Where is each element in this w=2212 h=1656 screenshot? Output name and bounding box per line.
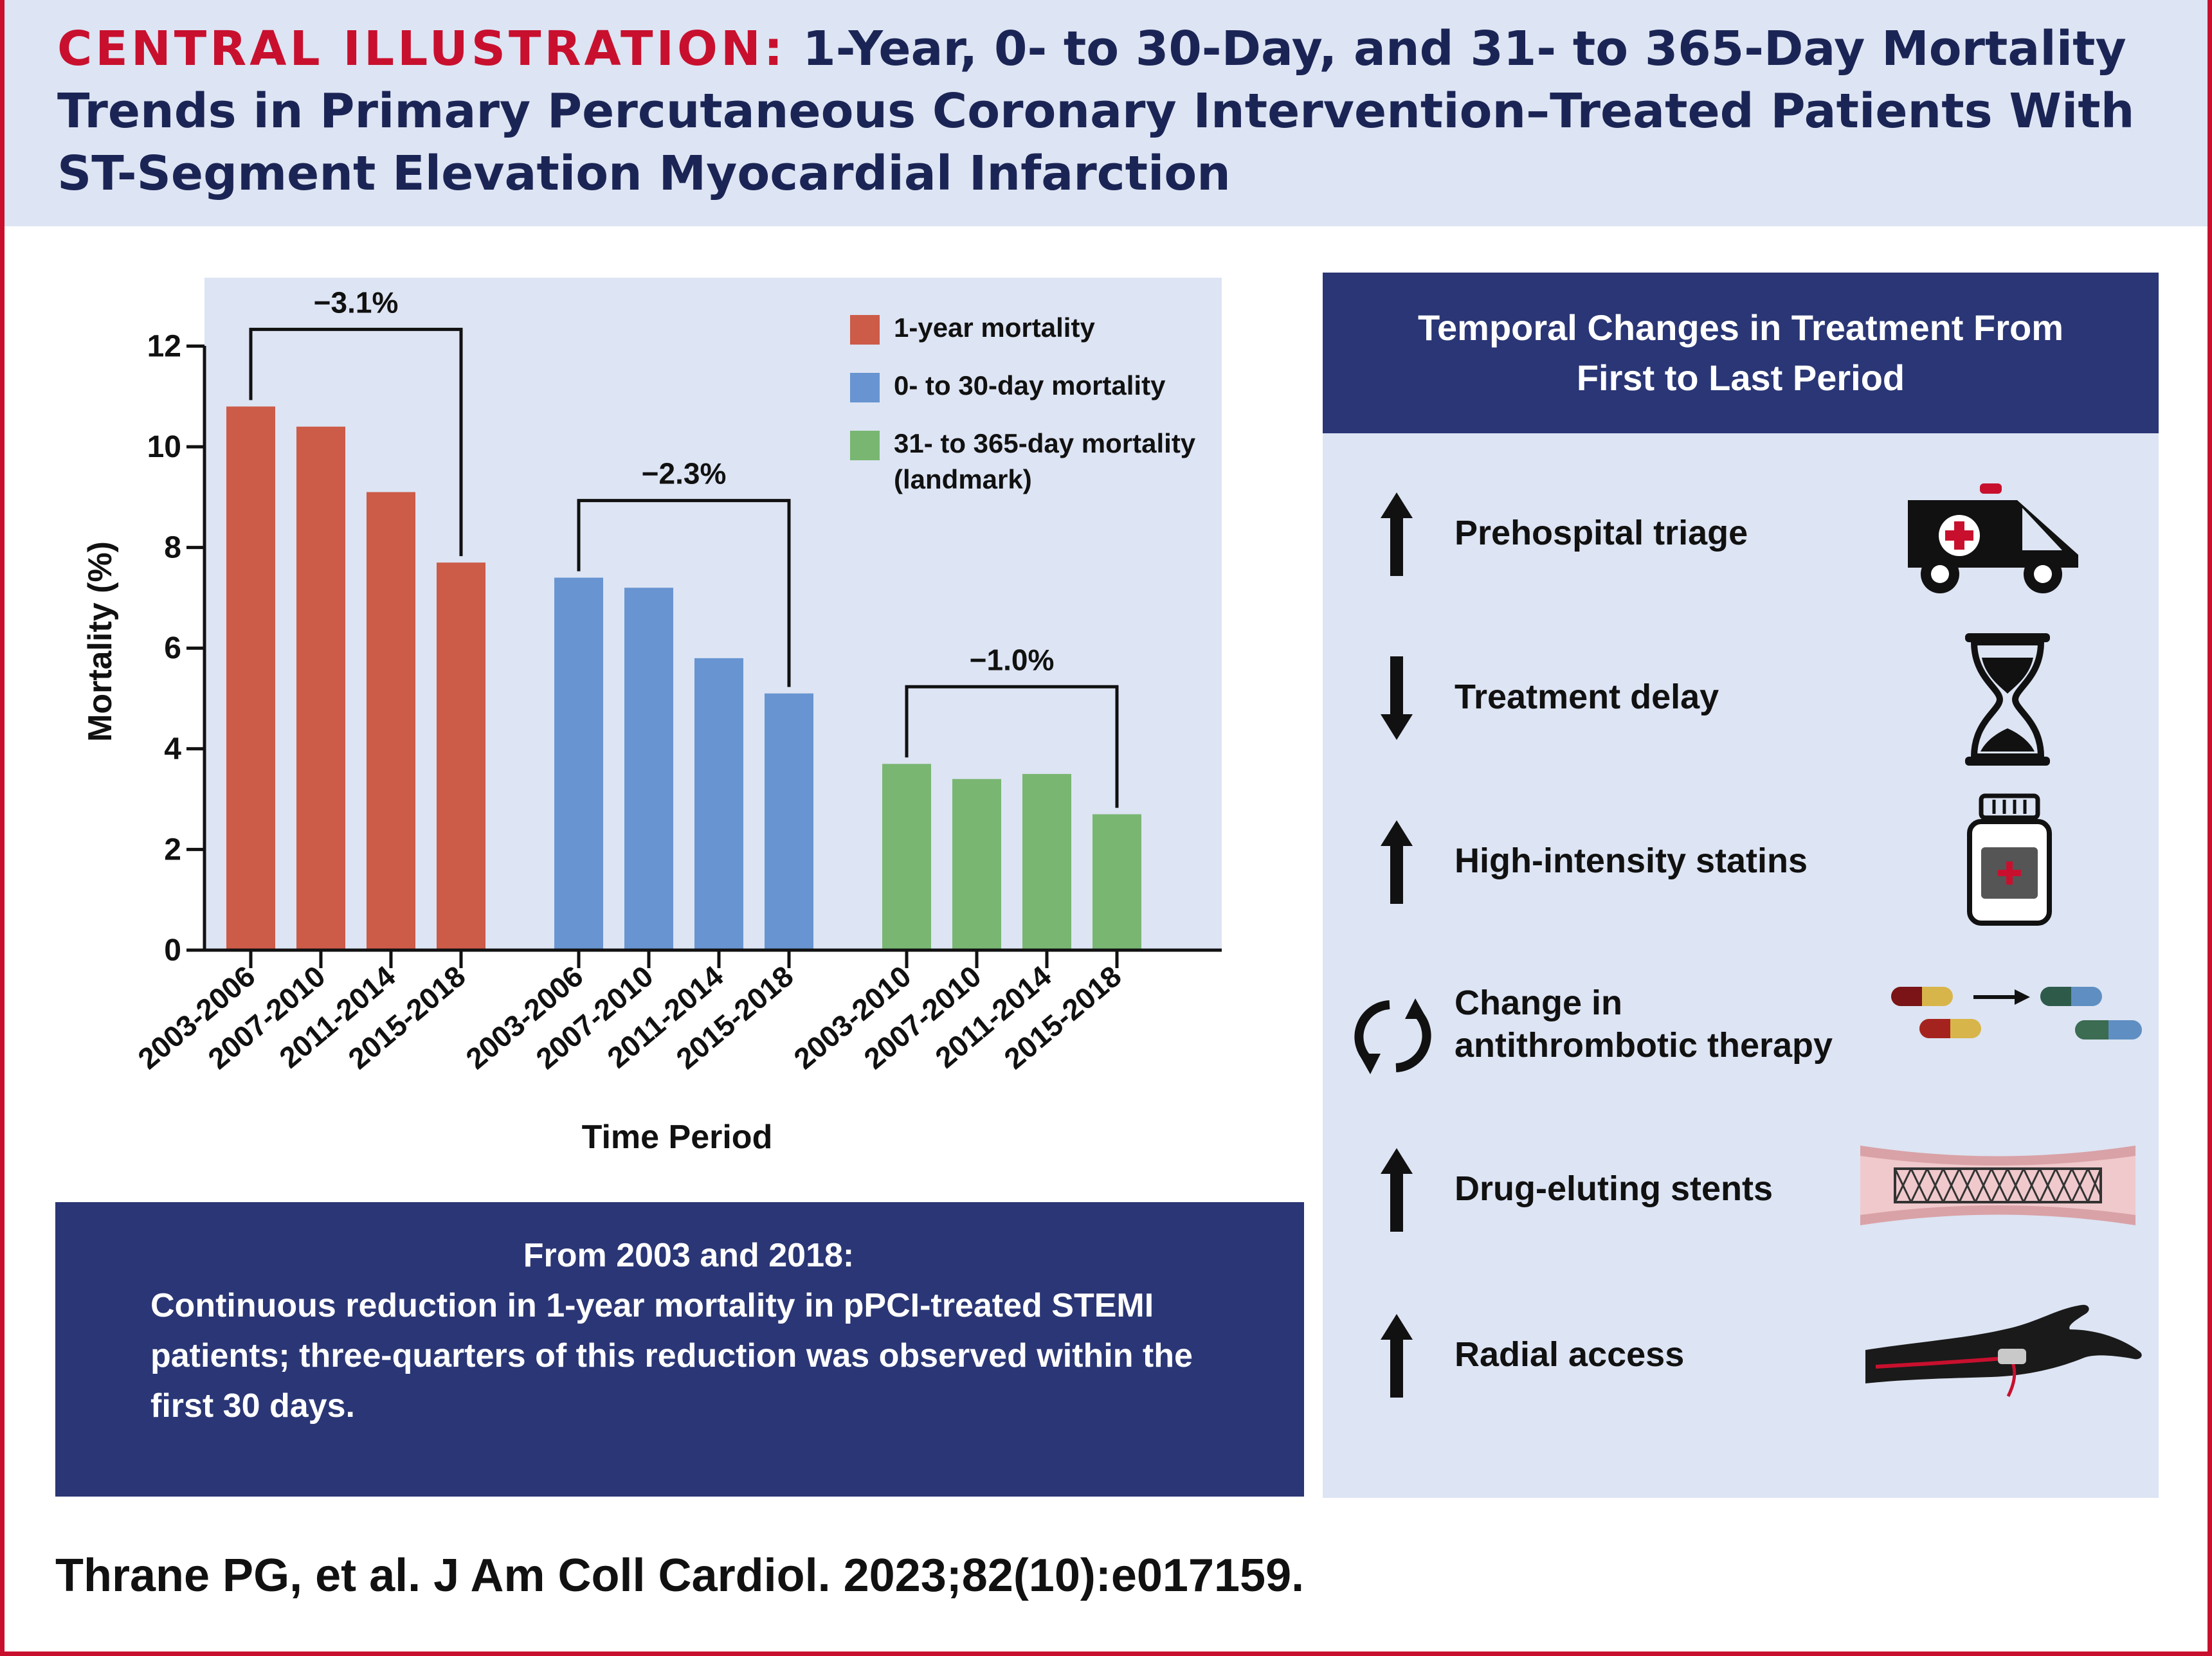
legend-label: 1-year mortality bbox=[894, 312, 1095, 343]
treatment-item-radial-access: Radial access bbox=[1323, 1274, 2159, 1428]
stent-icon bbox=[1860, 1146, 2135, 1225]
legend-swatch bbox=[850, 431, 880, 460]
title-text: 1-Year, 0- to 30-Day, and 31- to 365-Day… bbox=[57, 21, 2135, 201]
mortality-bar-chart: −3.1% −2.3% −1.0% 1-year mortality 0- to 30-… bbox=[82, 278, 1222, 1156]
bar bbox=[694, 658, 743, 950]
treatment-item-drug-eluting-stents: Drug-eluting stents bbox=[1323, 1108, 2159, 1263]
y-tick-label: 0 bbox=[164, 933, 181, 968]
y-axis-title: Mortality (%) bbox=[82, 541, 119, 742]
treatment-item-prehospital-triage: Prehospital triage bbox=[1323, 453, 2159, 607]
citation: Thrane PG, et al. J Am Coll Cardiol. 202… bbox=[55, 1550, 1305, 1601]
treatment-label: Prehospital triage bbox=[1455, 514, 1748, 552]
summary-heading: From 2003 and 2018: bbox=[523, 1237, 855, 1274]
bar bbox=[765, 693, 813, 950]
bar bbox=[1022, 773, 1071, 950]
treatment-label: Treatment delay bbox=[1455, 678, 1719, 716]
cycle-arrows-icon bbox=[1354, 998, 1431, 1074]
treatment-label: High-intensity statins bbox=[1455, 842, 1808, 880]
plot-area: −3.1% −2.3% −1.0% 1-year mortality 0- to 30-… bbox=[226, 285, 1196, 950]
bar bbox=[624, 588, 673, 950]
treatment-item-antithrombotic-therapy: Change in antithrombotic therapy bbox=[1323, 944, 2159, 1099]
treatment-item-treatment-delay: Treatment delay bbox=[1323, 616, 2159, 771]
summary-text: Continuous reduction in 1-year mortality… bbox=[150, 1287, 1193, 1425]
treatment-item-high-intensity-statins: High-intensity statins bbox=[1323, 780, 2159, 935]
bar bbox=[367, 492, 415, 950]
pill-bottle-icon bbox=[1967, 793, 2052, 926]
bar bbox=[226, 406, 275, 950]
panel-header: Temporal Changes in Treatment From First… bbox=[1323, 273, 2159, 433]
radial-arm-icon bbox=[1865, 1304, 2142, 1398]
ambulance-icon bbox=[1908, 483, 2078, 593]
title-lead: CENTRAL ILLUSTRATION: bbox=[57, 21, 786, 76]
bar bbox=[882, 764, 931, 950]
arrow-down-icon bbox=[1381, 656, 1413, 740]
arrow-up-icon bbox=[1381, 820, 1413, 904]
capsules-icon bbox=[1891, 987, 2142, 1040]
panel-title: Temporal Changes in Treatment From First… bbox=[1417, 307, 2064, 398]
bar bbox=[554, 577, 603, 950]
treatment-label: Drug-eluting stents bbox=[1455, 1169, 1773, 1208]
legend-note: (landmark) bbox=[894, 464, 1032, 494]
hourglass-icon bbox=[1965, 633, 2050, 766]
legend-swatch bbox=[850, 315, 880, 345]
arrow-up-icon bbox=[1381, 1314, 1413, 1398]
summary-box: From 2003 and 2018: Continuous reduction… bbox=[55, 1202, 1304, 1497]
bar bbox=[296, 426, 345, 950]
change-label: −1.0% bbox=[970, 643, 1055, 676]
x-axis-title: Time Period bbox=[582, 1119, 773, 1156]
change-bracket bbox=[905, 685, 1119, 808]
legend-swatch bbox=[850, 373, 880, 402]
y-tick-label: 12 bbox=[147, 329, 181, 363]
bar bbox=[952, 779, 1001, 950]
header-band: CENTRAL ILLUSTRATION: 1-Year, 0- to 30-D… bbox=[5, 0, 2207, 226]
bar bbox=[1092, 814, 1141, 950]
legend-label: 31- to 365-day mortality bbox=[894, 428, 1196, 458]
legend-label: 0- to 30-day mortality bbox=[894, 370, 1166, 401]
y-tick-label: 6 bbox=[164, 631, 181, 665]
page-title: CENTRAL ILLUSTRATION: 1-Year, 0- to 30-D… bbox=[57, 18, 2179, 205]
bar bbox=[437, 562, 485, 950]
y-tick-label: 10 bbox=[147, 430, 181, 464]
arrow-up-icon bbox=[1381, 1148, 1413, 1232]
y-tick-label: 8 bbox=[164, 531, 181, 565]
change-label: −3.1% bbox=[314, 285, 399, 319]
treatment-changes-panel: Temporal Changes in Treatment From First… bbox=[1323, 273, 2159, 1498]
change-bracket bbox=[577, 499, 791, 687]
arrow-up-icon bbox=[1381, 492, 1413, 576]
treatment-label: Radial access bbox=[1455, 1335, 1685, 1374]
y-tick-label: 4 bbox=[164, 732, 181, 766]
change-bracket bbox=[249, 327, 463, 557]
change-label: −2.3% bbox=[642, 457, 727, 491]
y-tick-label: 2 bbox=[164, 833, 181, 867]
treatment-label: Change in antithrombotic therapy bbox=[1455, 984, 1833, 1065]
